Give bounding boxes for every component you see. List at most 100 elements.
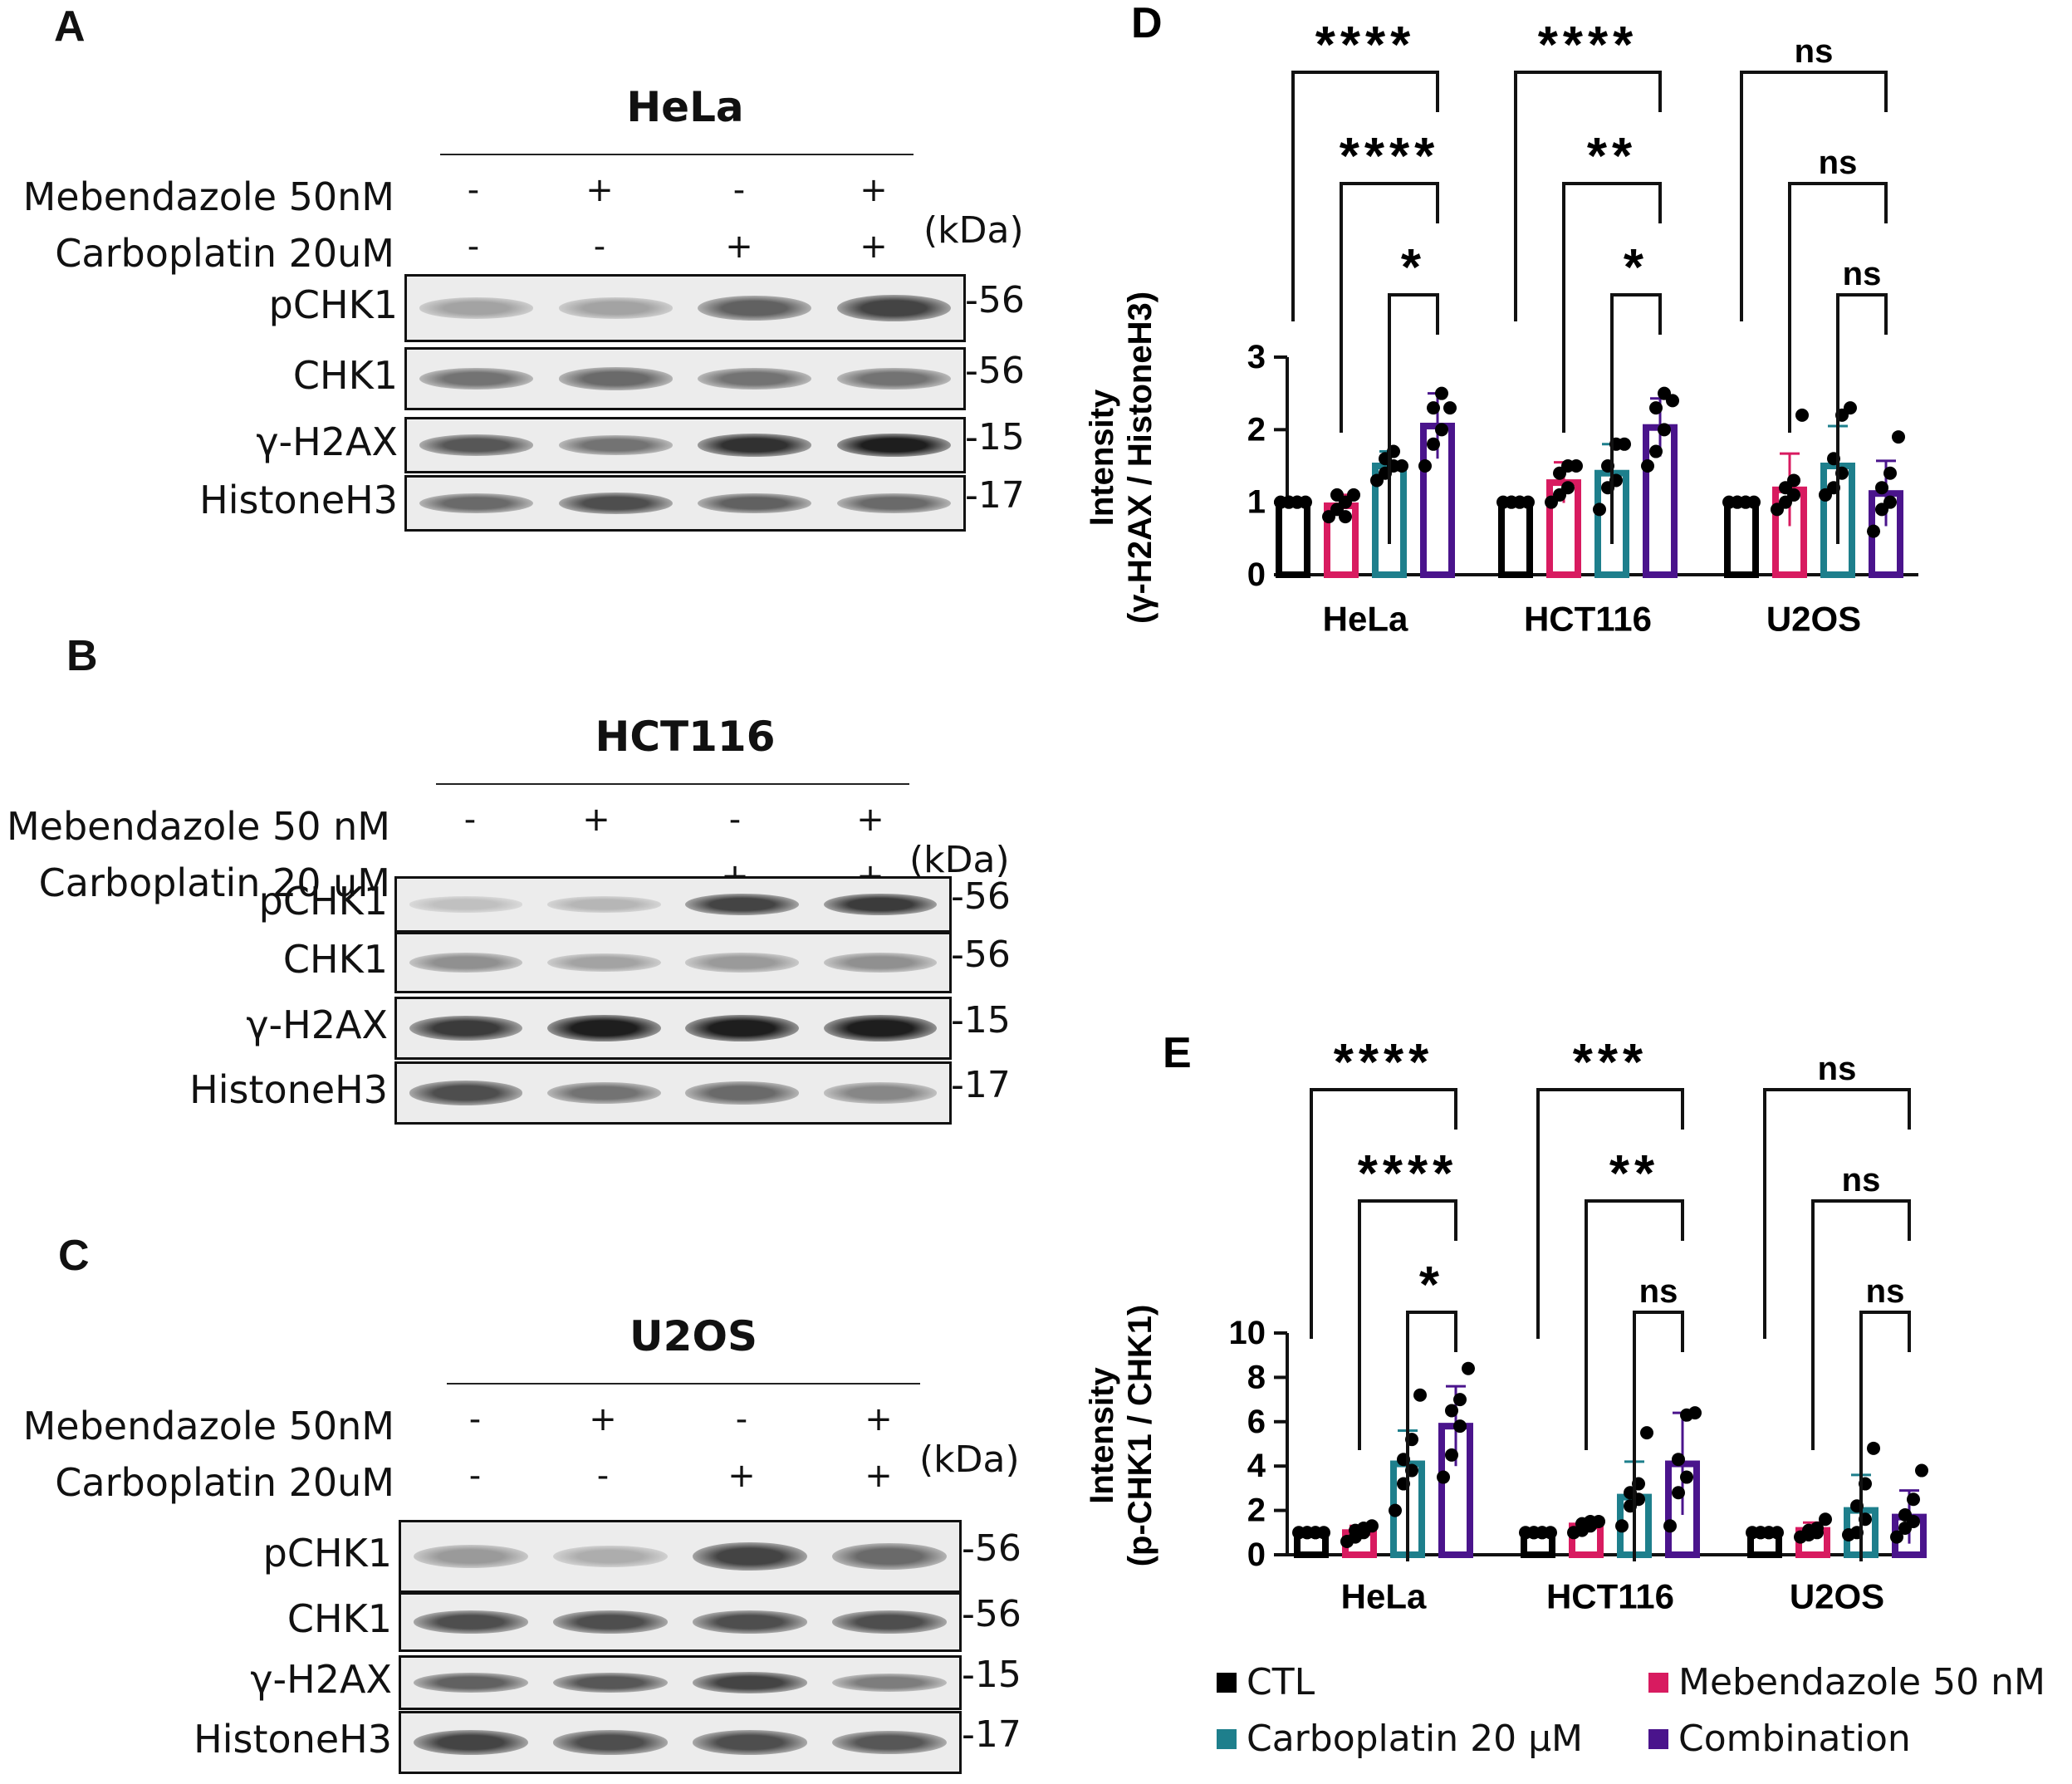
data-point <box>1640 1426 1653 1440</box>
data-point <box>1561 481 1575 495</box>
x-tick-label: HeLa <box>1323 600 1408 639</box>
treatment-sign: - <box>468 1400 482 1438</box>
panel-label: B <box>66 632 98 680</box>
data-point <box>1453 1393 1467 1407</box>
blot-strip <box>394 876 952 933</box>
data-point <box>1771 1526 1784 1540</box>
molecular-weight-label: -15 <box>951 999 1011 1041</box>
protein-label: pCHK1 <box>258 879 388 924</box>
title-underline <box>436 783 909 785</box>
data-point <box>1618 437 1631 451</box>
molecular-weight-label: -17 <box>962 1713 1021 1756</box>
treatment-label: Mebendazole 50nM <box>22 1404 394 1448</box>
blot-band <box>409 953 523 973</box>
data-point <box>1844 401 1857 415</box>
significance-label: ns <box>1819 145 1858 181</box>
molecular-weight-label: -56 <box>965 350 1025 392</box>
blot-band <box>547 1014 661 1042</box>
data-point <box>1641 459 1654 473</box>
panel-label: D <box>1131 0 1163 47</box>
data-point <box>1395 459 1408 473</box>
data-point <box>1435 386 1448 400</box>
y-tick-label: 0 <box>1247 556 1266 593</box>
blot-band <box>558 297 673 319</box>
blot-band <box>414 1544 528 1569</box>
y-axis-label-sub: (γ-H2AX / HistoneH3) <box>1122 292 1158 624</box>
significance-bracket <box>1610 293 1662 544</box>
treatment-label: Mebendazole 50nM <box>22 174 394 219</box>
blot-band <box>832 1673 947 1693</box>
molecular-weight-label: -56 <box>962 1593 1021 1635</box>
data-point <box>1787 473 1800 488</box>
blot-strip <box>404 274 966 342</box>
title-underline <box>447 1383 920 1385</box>
blot-strip <box>394 997 952 1060</box>
x-tick-label: U2OS <box>1766 600 1861 639</box>
treatment-sign: - <box>728 801 742 839</box>
data-point <box>1570 459 1583 473</box>
data-point <box>1875 481 1888 495</box>
data-point <box>1680 1470 1693 1484</box>
y-tick-label: 0 <box>1247 1536 1266 1573</box>
protein-label: HistoneH3 <box>189 1067 388 1112</box>
blot-band <box>685 1014 799 1042</box>
treatment-sign: + <box>725 228 753 266</box>
treatment-sign: - <box>596 1457 610 1495</box>
blot-band <box>558 493 673 514</box>
legend-label: Carboplatin 20 μM <box>1247 1718 1584 1760</box>
blot-band <box>553 1610 668 1634</box>
data-point <box>1544 1526 1557 1540</box>
blot-band <box>419 493 534 514</box>
significance-bracket <box>1340 182 1439 433</box>
treatment-sign: - <box>468 1457 482 1495</box>
data-point <box>1593 502 1606 517</box>
blot-title: HeLa <box>626 83 744 131</box>
data-point <box>1890 1530 1903 1544</box>
y-tick-label: 8 <box>1247 1359 1266 1395</box>
blot-band <box>685 893 799 916</box>
significance-label: * <box>1419 1257 1444 1314</box>
data-point <box>1688 1406 1702 1420</box>
data-point <box>1883 466 1897 480</box>
blot-band <box>414 1673 528 1693</box>
significance-label: **** <box>1334 1034 1434 1091</box>
legend-item: Mebendazole 50 nM <box>1648 1661 2045 1703</box>
blot-band <box>414 1730 528 1755</box>
data-point <box>1819 1512 1832 1527</box>
data-point <box>1427 437 1440 451</box>
significance-bracket <box>1514 71 1662 321</box>
protein-label: γ-H2AX <box>250 1657 392 1702</box>
legend-label: Combination <box>1678 1718 1911 1760</box>
data-point <box>1898 1507 1912 1522</box>
treatment-label: Mebendazole 50 nM <box>6 804 390 849</box>
y-axis-label: Intensity <box>1084 1367 1120 1504</box>
significance-label: *** <box>1573 1034 1648 1091</box>
title-underline <box>440 154 914 155</box>
blot-band <box>547 896 661 913</box>
data-point <box>1347 488 1360 502</box>
significance-bracket <box>1310 1088 1457 1339</box>
blot-band <box>685 1081 799 1105</box>
legend-swatch <box>1217 1672 1237 1693</box>
protein-label: HistoneH3 <box>199 478 398 522</box>
treatment-label: Carboplatin 20uM <box>55 1460 394 1505</box>
blot-title: HCT116 <box>595 713 776 761</box>
significance-bracket <box>1358 1199 1457 1450</box>
treatment-label: Carboplatin 20uM <box>55 231 394 276</box>
y-axis-label-sub: (p-CHK1 / CHK1) <box>1122 1305 1158 1567</box>
kda-label: (kDa) <box>923 209 1024 252</box>
data-point <box>1892 430 1905 444</box>
blot-strip <box>394 1061 952 1125</box>
significance-label: ns <box>1843 256 1882 292</box>
panel-label: C <box>58 1232 90 1280</box>
blot-title: U2OS <box>629 1312 757 1360</box>
significance-bracket <box>1859 1311 1911 1561</box>
bar <box>1724 498 1759 579</box>
significance-label: ns <box>1639 1273 1678 1310</box>
significance-bracket <box>1633 1311 1684 1561</box>
blot-band <box>685 953 799 973</box>
significance-label: ns <box>1866 1273 1905 1310</box>
treatment-sign: + <box>860 171 888 209</box>
blot-band <box>836 294 951 322</box>
significance-bracket <box>1562 182 1662 433</box>
